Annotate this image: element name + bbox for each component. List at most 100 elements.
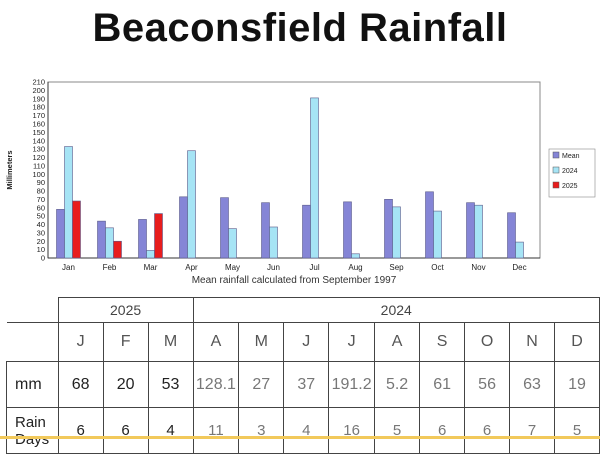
mm-cell: 5.2 xyxy=(374,361,421,408)
x-tick-label: Oct xyxy=(431,263,444,272)
month-header: A xyxy=(192,322,240,362)
y-tick-label: 60 xyxy=(37,203,45,212)
y-tick-label: 10 xyxy=(37,245,45,254)
rainfall-chart: 0102030405060708090100110120130140150160… xyxy=(5,78,596,286)
y-tick-label: 0 xyxy=(41,254,45,263)
y-tick-label: 70 xyxy=(37,195,45,204)
chart-legend: Mean 2024 2025 xyxy=(548,148,596,198)
year-2025-header: 2025 xyxy=(57,297,194,323)
x-tick-label: Mar xyxy=(144,263,158,272)
bar-2024 xyxy=(105,227,114,259)
row-label-rain-days: Rain Days xyxy=(6,407,59,454)
table-corner xyxy=(6,297,59,323)
mm-cell: 68 xyxy=(57,361,104,408)
y-tick-label: 170 xyxy=(32,111,45,120)
legend-label: Mean xyxy=(562,153,580,160)
y-tick-label: 80 xyxy=(37,187,45,196)
bar-mean xyxy=(302,204,311,259)
chart-bars xyxy=(56,97,524,259)
bar-2025 xyxy=(154,213,163,259)
bar-2024 xyxy=(515,241,524,259)
bottom-accent-line xyxy=(0,436,600,439)
year-2024-header: 2024 xyxy=(192,297,600,323)
bar-mean xyxy=(507,212,516,259)
y-tick-label: 180 xyxy=(32,103,45,112)
month-header: A xyxy=(374,322,421,362)
bar-mean xyxy=(138,219,147,259)
mm-cell: 128.1 xyxy=(192,361,240,408)
x-tick-label: May xyxy=(225,263,240,272)
y-tick-label: 150 xyxy=(32,128,45,137)
month-header: J xyxy=(57,322,104,362)
y-tick-label: 90 xyxy=(37,178,45,187)
month-header: F xyxy=(102,322,149,362)
bar-2025 xyxy=(72,200,81,259)
month-header: S xyxy=(419,322,466,362)
legend-swatch xyxy=(552,151,560,159)
x-tick-label: Nov xyxy=(471,263,485,272)
y-tick-label: 140 xyxy=(32,136,45,145)
y-tick-label: 50 xyxy=(37,212,45,221)
rain-days-cell: 5 xyxy=(554,407,600,454)
bar-mean xyxy=(179,196,188,259)
month-header: M xyxy=(147,322,194,362)
plot-area xyxy=(47,81,541,259)
month-header: O xyxy=(464,322,511,362)
x-tick-label: Aug xyxy=(348,263,362,272)
bar-2024 xyxy=(146,250,155,259)
y-tick-label: 100 xyxy=(32,170,45,179)
x-tick-label: Dec xyxy=(512,263,526,272)
month-header: D xyxy=(554,322,600,362)
x-tick-label: Jan xyxy=(62,263,75,272)
y-tick-label: 190 xyxy=(32,94,45,103)
y-tick-label: 120 xyxy=(32,153,45,162)
bar-2024 xyxy=(187,150,196,259)
rain-days-cell: 6 xyxy=(102,407,149,454)
mm-cell: 19 xyxy=(554,361,600,408)
month-header: J xyxy=(283,322,330,362)
x-tick-label: Apr xyxy=(185,263,198,272)
bar-mean xyxy=(97,220,106,259)
y-axis-title: Millimeters xyxy=(5,150,14,189)
y-tick-label: 110 xyxy=(33,161,45,170)
rain-days-cell: 6 xyxy=(464,407,511,454)
table-corner-2 xyxy=(6,322,59,362)
legend-label: 2024 xyxy=(562,168,578,175)
bar-mean xyxy=(343,201,352,259)
bar-2024 xyxy=(269,226,278,259)
y-tick-label: 20 xyxy=(37,237,45,246)
rain-days-cell: 16 xyxy=(328,407,376,454)
y-tick-label: 30 xyxy=(37,228,45,237)
bar-mean xyxy=(220,197,229,259)
bar-2024 xyxy=(310,97,319,259)
x-tick-label: Sep xyxy=(389,263,404,272)
legend-swatch xyxy=(552,166,560,174)
mm-cell: 63 xyxy=(509,361,555,408)
bar-2024 xyxy=(228,228,237,259)
rain-days-cell: 6 xyxy=(419,407,466,454)
legend-swatch xyxy=(552,181,560,189)
mm-cell: 191.2 xyxy=(328,361,376,408)
bar-mean xyxy=(56,209,65,259)
mm-cell: 53 xyxy=(147,361,194,408)
month-header: N xyxy=(509,322,555,362)
rain-days-label-line2: Days xyxy=(15,430,50,448)
rain-days-cell: 4 xyxy=(283,407,330,454)
mm-cell: 27 xyxy=(238,361,285,408)
y-tick-label: 160 xyxy=(32,120,45,129)
rain-days-cell: 3 xyxy=(238,407,285,454)
bar-2025 xyxy=(113,240,122,259)
rain-days-cell: 7 xyxy=(509,407,555,454)
mm-cell: 56 xyxy=(464,361,511,408)
bar-mean xyxy=(466,202,475,259)
bar-mean xyxy=(425,191,434,259)
bar-2024 xyxy=(64,146,73,259)
mm-cell: 37 xyxy=(283,361,330,408)
chart-axes xyxy=(47,81,541,259)
rain-days-cell: 5 xyxy=(374,407,421,454)
bar-2024 xyxy=(474,204,483,259)
chart-note: Mean rainfall calculated from September … xyxy=(192,275,397,286)
bar-mean xyxy=(261,202,270,259)
rain-days-cell: 11 xyxy=(192,407,240,454)
